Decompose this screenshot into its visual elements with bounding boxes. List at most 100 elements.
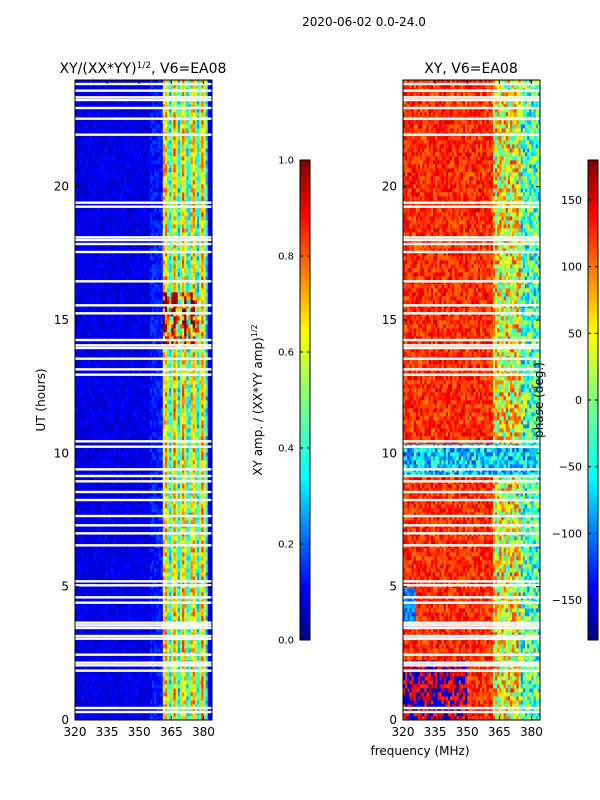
heatmap-cell xyxy=(122,500,125,505)
heatmap-cell xyxy=(119,552,123,557)
heatmap-cell xyxy=(158,436,161,441)
heatmap-cell xyxy=(192,576,196,581)
heatmap-cell xyxy=(167,680,170,685)
heatmap-cell xyxy=(94,696,97,701)
heatmap-cell xyxy=(96,552,99,557)
heatmap-cell xyxy=(92,452,95,457)
heatmap-cell xyxy=(207,568,211,573)
heatmap-cell xyxy=(77,564,80,569)
heatmap-cell xyxy=(87,672,91,677)
heatmap-cell xyxy=(134,512,138,517)
heatmap-cell xyxy=(182,412,185,417)
heatmap-cell xyxy=(188,420,191,425)
heatmap-cell xyxy=(177,556,181,561)
heatmap-cell xyxy=(162,592,166,597)
heatmap-cell xyxy=(96,428,99,433)
heatmap-cell xyxy=(154,484,157,489)
heatmap-cell xyxy=(184,432,187,437)
heatmap-cell xyxy=(113,460,117,465)
heatmap-cell xyxy=(203,640,206,645)
heatmap-cell xyxy=(126,492,129,497)
heatmap-cell xyxy=(100,540,104,545)
heatmap-cell xyxy=(115,504,119,509)
heatmap-cell xyxy=(104,676,108,681)
heatmap-cell xyxy=(207,408,211,413)
heatmap-cell xyxy=(132,672,136,677)
heatmap-cell xyxy=(201,464,204,469)
heatmap-cell xyxy=(169,644,172,649)
heatmap-cell xyxy=(177,520,181,525)
heatmap-cell xyxy=(124,696,127,701)
heatmap-cell xyxy=(132,548,136,553)
heatmap-cell xyxy=(137,628,140,633)
heatmap-cell xyxy=(117,712,121,717)
heatmap-cell xyxy=(177,564,181,569)
heatmap-cell xyxy=(205,688,209,693)
heatmap-cell xyxy=(194,592,198,597)
heatmap-cell xyxy=(203,628,206,633)
heatmap-cell xyxy=(179,628,183,633)
heatmap-cell xyxy=(128,476,132,481)
heatmap-cell xyxy=(85,420,89,425)
heatmap-cell xyxy=(128,504,132,509)
heatmap-cell xyxy=(85,504,89,509)
heatmap-cell xyxy=(154,460,157,465)
heatmap-cell xyxy=(158,548,161,553)
heatmap-cell xyxy=(207,488,211,493)
heatmap-cell xyxy=(207,452,211,457)
heatmap-cell xyxy=(87,448,91,453)
heatmap-cell xyxy=(154,448,157,453)
heatmap-cell xyxy=(143,432,146,437)
heatmap-cell xyxy=(111,672,114,677)
heatmap-cell xyxy=(83,508,87,513)
heatmap-cell xyxy=(126,496,129,501)
heatmap-cell xyxy=(83,556,87,561)
heatmap-cell xyxy=(173,448,176,453)
heatmap-cell xyxy=(154,716,157,720)
heatmap-cell xyxy=(145,408,149,413)
heatmap-cell xyxy=(134,504,138,509)
heatmap-cell xyxy=(96,672,99,677)
heatmap-cell xyxy=(122,452,125,457)
heatmap-cell xyxy=(128,612,132,617)
heatmap-cell xyxy=(194,520,198,525)
heatmap-cell xyxy=(194,496,198,501)
heatmap-cell xyxy=(199,448,202,453)
heatmap-cell xyxy=(171,612,174,617)
heatmap-cell xyxy=(160,616,164,621)
heatmap-cell xyxy=(147,428,151,433)
heatmap-cell xyxy=(197,420,200,425)
heatmap-cell xyxy=(164,616,168,621)
heatmap-cell xyxy=(100,484,104,489)
heatmap-cell xyxy=(111,564,114,569)
heatmap-cell xyxy=(154,612,157,617)
heatmap-cell xyxy=(207,504,211,509)
heatmap-cell xyxy=(81,492,84,497)
heatmap-cell xyxy=(182,640,185,645)
heatmap-cell xyxy=(209,704,212,709)
heatmap-cell xyxy=(137,460,140,465)
heatmap-cell xyxy=(109,708,112,713)
heatmap-cell xyxy=(158,628,161,633)
heatmap-cell xyxy=(209,540,212,545)
heatmap-cell xyxy=(83,488,87,493)
heatmap-cell xyxy=(141,684,144,689)
heatmap-cell xyxy=(188,512,191,517)
heatmap-cell xyxy=(173,696,176,701)
heatmap-cell xyxy=(134,540,138,545)
heatmap-cell xyxy=(115,484,119,489)
heatmap-cell xyxy=(75,452,78,457)
heatmap-cell xyxy=(100,420,104,425)
heatmap-cell xyxy=(169,680,172,685)
heatmap-cell xyxy=(119,548,123,553)
heatmap-cell xyxy=(102,644,106,649)
heatmap-cell xyxy=(179,616,183,621)
heatmap-cell xyxy=(207,716,211,720)
heatmap-cell xyxy=(149,552,153,557)
heatmap-cell xyxy=(141,716,144,720)
heatmap-cell xyxy=(100,548,104,553)
heatmap-cell xyxy=(162,408,166,413)
heatmap-cell xyxy=(122,556,125,561)
heatmap-cell xyxy=(169,472,172,477)
heatmap-cell xyxy=(149,516,153,521)
